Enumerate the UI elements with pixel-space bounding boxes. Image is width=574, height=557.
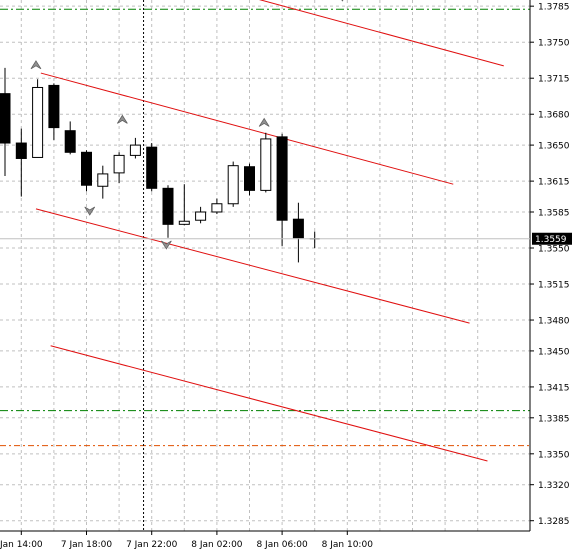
candle-body-bear [0,93,11,144]
price-tick-label: 1.3285 [538,517,570,527]
time-tick-label: 8 Jan 02:00 [191,540,243,550]
current-price-label: 1.3559 [0,232,572,245]
price-tick-label: 1.3320 [538,481,570,491]
price-tick-label: 1.3450 [538,347,570,357]
fractal-up-arrow-icon [117,114,128,124]
candle-body-bull [227,165,239,205]
fractal-up-arrow-icon [30,60,42,70]
fractal-down-arrow-icon [341,0,344,2]
candle-body-bear [64,130,76,153]
candle-body-bull [97,173,109,187]
candle [178,184,190,226]
time-axis[interactable]: Jan 14:00 7 Jan 18:00 7 Jan 22:00 8 Jan 02:… [0,530,530,550]
fractal-down-arrow-icon [161,240,172,250]
time-tick-label: 7 Jan 18:00 [61,540,113,550]
current-price-value: 1.3559 [535,235,567,245]
price-tick-label: 1.3750 [538,39,570,49]
candle [97,165,109,199]
candle-body-bear [244,166,255,191]
channel-trendline[interactable] [40,72,454,185]
candle-body-bear [48,84,60,129]
candle [48,83,60,140]
candle-body-bear [146,146,158,189]
candle [0,67,11,176]
candle [260,132,272,193]
time-tick-label: 7 Jan 22:00 [126,540,178,550]
price-tick-label: 1.3715 [538,75,570,85]
candle [195,206,207,224]
horizontal-levels [0,8,530,447]
candle [113,152,125,184]
price-axis[interactable]: 1.3785 1.3750 1.3715 1.3680 1.3650 1.3615 1.35… [529,0,570,531]
price-tick-label: 1.3350 [538,450,570,460]
channel-trendline[interactable] [50,345,488,462]
candle-body-bull [32,86,44,158]
price-tick-label: 1.3650 [538,142,570,152]
candle [292,202,304,263]
candle [146,143,158,192]
candle [244,163,255,196]
candle [162,185,174,238]
candle-body-bear [81,151,92,186]
price-tick-label: 1.3415 [538,383,570,393]
candle [129,137,141,159]
candle-body-bear [15,142,27,159]
candle-body-bull [260,138,272,191]
price-tick-label: 1.3385 [538,414,570,424]
time-tick-label: 8 Jan 10:00 [322,540,374,550]
candles [0,67,320,263]
price-tick-label: 1.3480 [538,317,570,327]
fractal-arrows [30,0,344,250]
candle [15,128,27,197]
price-tick-label: 1.3680 [538,111,570,121]
channel-trendline[interactable] [250,0,504,67]
candle [227,161,239,207]
channel-lines[interactable] [35,0,504,462]
candle-body-bear [292,218,304,239]
candle-body-bear [162,187,174,225]
price-tick-label: 1.3515 [538,281,570,291]
candle [32,79,44,158]
candle-body-bull [113,154,125,174]
candle-body-bull [178,220,190,225]
candle [81,150,92,192]
fractal-down-arrow-icon [84,206,96,216]
candle-body-bull [211,203,223,213]
time-tick-label: 8 Jan 06:00 [256,540,308,550]
candle [64,121,76,155]
candle-body-bull [129,144,141,156]
current-price-badge [532,232,572,245]
time-tick-label: Jan 14:00 [0,540,43,550]
channel-trendline[interactable] [35,208,470,324]
candle [211,198,223,215]
candle [276,133,288,246]
price-tick-label: 1.3615 [538,178,570,188]
candle-body-bull [195,211,207,221]
price-tick-label: 1.3550 [538,245,570,255]
candle-body-bear [276,136,288,221]
price-tick-label: 1.3585 [538,208,570,218]
fractal-up-arrow-icon [258,117,270,127]
price-tick-label: 1.3785 [538,3,570,13]
